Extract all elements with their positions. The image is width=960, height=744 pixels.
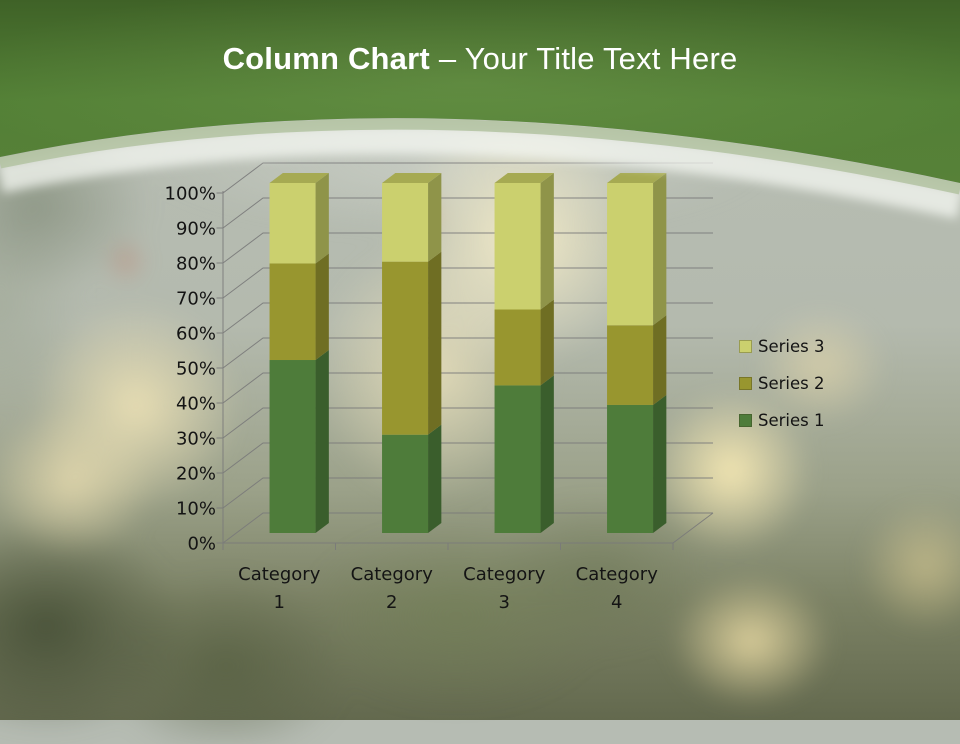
legend-label: Series 2 (758, 374, 825, 393)
bar-category-1-series-2[interactable] (269, 263, 316, 361)
gridline (222, 337, 713, 369)
y-axis-tick-label: 0% (187, 534, 216, 555)
legend-swatch-icon (739, 340, 752, 353)
legend-swatch-icon (739, 414, 752, 427)
bar-category-1-series-2-side (315, 253, 329, 361)
bar-category-1-series-1[interactable] (269, 360, 316, 533)
floor-right-edge (672, 512, 714, 544)
gridline (222, 267, 713, 299)
bar-category-3-series-1[interactable] (494, 385, 541, 533)
gridline (222, 512, 713, 544)
category-label: Category 4 (576, 564, 659, 613)
y-axis-tick-label: 80% (176, 254, 216, 275)
bar-category-3-series-2[interactable] (494, 309, 541, 386)
y-axis-tick-label: 90% (176, 219, 216, 240)
title-bold-part: Column Chart (222, 41, 430, 76)
legend-item[interactable]: Series 3 (739, 337, 824, 356)
bar-category-3-series-3-side (540, 173, 554, 310)
gridline (222, 232, 713, 264)
gridline (222, 477, 713, 509)
bar-category-2-series-3-side (428, 173, 442, 262)
y-axis-tick-label: 40% (176, 394, 216, 415)
y-axis-tick-label: 20% (176, 464, 216, 485)
bar-category-4-series-1[interactable] (607, 404, 654, 533)
legend-label: Series 3 (758, 337, 825, 356)
chart-legend[interactable]: Series 3 Series 2 Series 1 (739, 337, 824, 448)
bar-category-4-series-2-side (653, 315, 667, 405)
bar-category-3-series-2-side (540, 299, 554, 386)
bar-category-2-series-2[interactable] (382, 261, 429, 435)
y-axis-tick-label: 100% (165, 184, 216, 205)
slide-title[interactable]: Column Chart – Your Title Text Here (0, 41, 960, 77)
bar-category-4-series-3[interactable] (607, 183, 654, 326)
bar-category-3-series-1-side (540, 375, 554, 533)
bar-category-4-series-3-side (653, 173, 667, 326)
category-label: Category 2 (351, 564, 434, 613)
bar-category-3-series-3[interactable] (494, 183, 541, 310)
legend-label: Series 1 (758, 411, 825, 430)
bar-category-4-series-1-side (653, 394, 667, 533)
y-axis-tick-label: 30% (176, 429, 216, 450)
y-axis-tick-label: 50% (176, 359, 216, 380)
category-label: Category 1 (238, 564, 321, 613)
gridline (222, 442, 713, 474)
category-label: Category 3 (463, 564, 546, 613)
gridline (222, 302, 713, 334)
title-regular-part: – Your Title Text Here (438, 41, 738, 76)
bar-category-4-series-2[interactable] (607, 325, 654, 405)
bar-category-1-series-3-side (315, 173, 329, 264)
bar-category-1-series-3[interactable] (269, 183, 316, 264)
y-axis-tick-label: 70% (176, 289, 216, 310)
bar-category-2-series-1-side (428, 424, 442, 533)
y-axis-tick-label: 10% (176, 499, 216, 520)
y-axis-tick-label: 60% (176, 324, 216, 345)
bar-category-2-series-1[interactable] (382, 434, 429, 533)
legend-item[interactable]: Series 2 (739, 374, 824, 393)
bar-category-2-series-3[interactable] (382, 183, 429, 262)
gridline (222, 372, 713, 404)
legend-item[interactable]: Series 1 (739, 411, 824, 430)
slide: { "header": { "title_bold": "Column Char… (0, 0, 960, 720)
bar-category-1-series-1-side (315, 350, 329, 533)
gridline (222, 407, 713, 439)
legend-swatch-icon (739, 377, 752, 390)
bar-category-2-series-2-side (428, 251, 442, 435)
